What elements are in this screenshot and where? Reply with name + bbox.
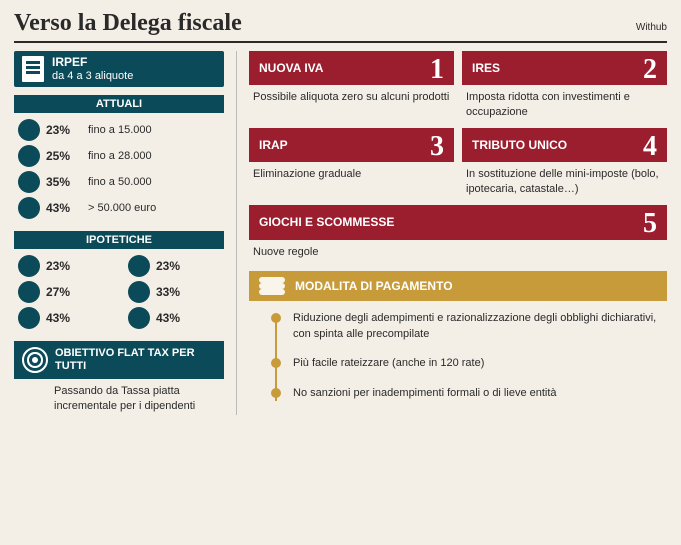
rate-threshold: fino a 28.000	[88, 150, 152, 162]
rate-threshold: > 50.000 euro	[88, 202, 156, 214]
card-title: IRAP	[259, 138, 288, 152]
payments-item: Più facile rateizzare (anche in 120 rate…	[275, 356, 667, 385]
rate-pct: 43%	[156, 311, 192, 325]
page-title: Verso la Delega fiscale	[14, 10, 242, 37]
rate-pct: 35%	[46, 175, 82, 189]
rate-dot-icon	[128, 281, 150, 303]
rate-row: 43% > 50.000 euro	[14, 195, 224, 221]
payments-list: Riduzione degli adempimenti e razionaliz…	[275, 311, 667, 415]
card-irap: IRAP 3 Eliminazione graduale	[249, 128, 454, 197]
objective-title: OBIETTIVO FLAT TAX PER TUTTI	[55, 347, 216, 372]
coins-icon	[259, 277, 285, 295]
rate-threshold: fino a 15.000	[88, 124, 152, 136]
rate-pct: 23%	[46, 259, 82, 273]
rate-row: 23%	[124, 253, 224, 279]
rate-dot-icon	[18, 145, 40, 167]
target-icon	[22, 347, 48, 373]
card-desc: Eliminazione graduale	[249, 162, 454, 182]
card-number: 4	[643, 136, 657, 158]
rate-dot-icon	[18, 119, 40, 141]
rate-row: 33%	[124, 279, 224, 305]
rate-pct: 33%	[156, 285, 192, 299]
left-column: IRPEF da 4 a 3 aliquote ATTUALI 23% fino…	[14, 51, 224, 415]
payments-title: MODALITA DI PAGAMENTO	[295, 279, 453, 293]
rate-row: 35% fino a 50.000	[14, 169, 224, 195]
irpef-banner: IRPEF da 4 a 3 aliquote	[14, 51, 224, 87]
card-title: TRIBUTO UNICO	[472, 138, 567, 152]
card-number: 5	[643, 213, 657, 235]
payments-item: Riduzione degli adempimenti e razionaliz…	[275, 311, 667, 356]
hypothetical-heading: IPOTETICHE	[14, 231, 224, 249]
rate-row: 23%	[14, 253, 114, 279]
rate-row: 23% fino a 15.000	[14, 117, 224, 143]
rate-pct: 23%	[156, 259, 192, 273]
payments-item: No sanzioni per inadempimenti formali o …	[275, 386, 667, 415]
irpef-sub: da 4 a 3 aliquote	[52, 70, 133, 82]
card-desc: Nuove regole	[249, 240, 667, 260]
card-desc: Imposta ridotta con investimenti e occup…	[462, 85, 667, 120]
rate-dot-icon	[18, 281, 40, 303]
card-desc: In sostituzione delle mini-imposte (bolo…	[462, 162, 667, 197]
card-ires: IRES 2 Imposta ridotta con investimenti e…	[462, 51, 667, 120]
rate-row: 25% fino a 28.000	[14, 143, 224, 169]
rate-pct: 43%	[46, 201, 82, 215]
current-rates: 23% fino a 15.000 25% fino a 28.000 35% …	[14, 117, 224, 221]
current-heading: ATTUALI	[14, 95, 224, 113]
rate-pct: 27%	[46, 285, 82, 299]
rate-row: 43%	[124, 305, 224, 331]
card-title: NUOVA IVA	[259, 61, 323, 75]
card-tributo-unico: TRIBUTO UNICO 4 In sostituzione delle min…	[462, 128, 667, 197]
irpef-label: IRPEF	[52, 56, 133, 69]
payments-banner: MODALITA DI PAGAMENTO	[249, 271, 667, 301]
rate-pct: 23%	[46, 123, 82, 137]
objective-banner: OBIETTIVO FLAT TAX PER TUTTI	[14, 341, 224, 379]
rate-row: 27%	[14, 279, 114, 305]
rate-threshold: fino a 50.000	[88, 176, 152, 188]
header: Verso la Delega fiscale Withub	[14, 10, 667, 43]
rate-dot-icon	[18, 197, 40, 219]
right-column: NUOVA IVA 1 Possibile aliquota zero su al…	[236, 51, 667, 415]
rate-pct: 25%	[46, 149, 82, 163]
content: IRPEF da 4 a 3 aliquote ATTUALI 23% fino…	[14, 51, 667, 415]
card-giochi-scommesse: GIOCHI E SCOMMESSE 5 Nuove regole	[249, 205, 667, 259]
card-desc: Possibile aliquota zero su alcuni prodot…	[249, 85, 454, 105]
cards-grid: NUOVA IVA 1 Possibile aliquota zero su al…	[249, 51, 667, 259]
rate-dot-icon	[18, 255, 40, 277]
card-number: 3	[430, 136, 444, 158]
rate-dot-icon	[18, 307, 40, 329]
hypothetical-rates: 23% 27% 43% 23% 33% 43%	[14, 253, 224, 331]
card-title: IRES	[472, 61, 500, 75]
rate-row: 43%	[14, 305, 114, 331]
objective-desc: Passando da Tassa piatta incrementale pe…	[14, 379, 224, 414]
source-credit: Withub	[636, 22, 667, 33]
card-nuova-iva: NUOVA IVA 1 Possibile aliquota zero su al…	[249, 51, 454, 120]
card-title: GIOCHI E SCOMMESSE	[259, 215, 394, 229]
rate-dot-icon	[128, 307, 150, 329]
document-icon	[22, 56, 44, 82]
card-number: 1	[430, 59, 444, 81]
card-number: 2	[643, 59, 657, 81]
rate-pct: 43%	[46, 311, 82, 325]
rate-dot-icon	[128, 255, 150, 277]
rate-dot-icon	[18, 171, 40, 193]
